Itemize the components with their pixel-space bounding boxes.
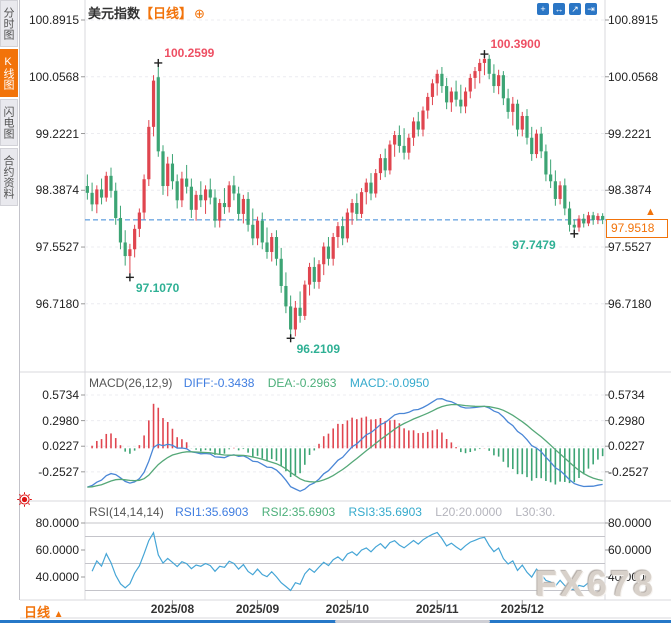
rsi-title[interactable]: RSI(14,14,14) — [89, 505, 164, 519]
main-y-label-right: 100.0568 — [608, 69, 659, 84]
macd-y-label-right: -0.2527 — [608, 464, 649, 479]
macd-y-label-left: -0.2527 — [38, 464, 79, 479]
period-tag: 【日线】 — [140, 6, 193, 21]
footer-period-arrow-icon: ▲ — [53, 609, 64, 620]
fit-scale-icon[interactable]: ↗ — [569, 3, 581, 15]
move-chart-icon[interactable]: + — [537, 3, 549, 15]
main-y-label-right: 99.2221 — [608, 126, 652, 141]
rsi1-value: RSI1:35.6903 — [175, 505, 249, 519]
x-axis-date-label: 2025/11 — [415, 602, 459, 616]
tab-lightning-chart[interactable]: 闪电图 — [0, 99, 18, 146]
macd-y-label-left: 0.2980 — [42, 413, 79, 428]
rsi-y-label-right: 40.0000 — [608, 570, 652, 584]
scrollbar-thumb[interactable] — [335, 620, 490, 623]
price-up-arrow-icon: ▲ — [645, 205, 656, 218]
main-y-label-left: 100.8915 — [28, 13, 79, 27]
price-extreme-label: 100.3900 — [490, 37, 541, 52]
macd-y-label-right: 0.2980 — [608, 413, 645, 428]
rsi-y-label-left: 60.0000 — [35, 543, 79, 557]
macd-y-label-right: 0.0227 — [608, 439, 645, 454]
add-indicator-icon[interactable]: ⊕ — [194, 6, 205, 21]
footer-period-button[interactable]: 日线 ▲ — [24, 602, 64, 621]
x-axis-date-label: 2025/08 — [150, 602, 195, 616]
rsi-l30-value: L30:30. — [515, 505, 556, 519]
macd-y-label-left: 0.0227 — [42, 439, 79, 454]
rsi2-value: RSI2:35.6903 — [261, 505, 336, 519]
main-y-label-left: 98.3874 — [35, 183, 79, 198]
macd-y-label-left: 0.5734 — [42, 388, 79, 402]
chart-title-row: 美元指数【日线】 ⊕ — [88, 3, 205, 22]
main-y-label-left: 97.5527 — [35, 240, 79, 255]
watermark: FX678 — [535, 563, 657, 604]
macd-title[interactable]: MACD(26,12,9) — [89, 376, 173, 390]
x-axis-date-label: 2025/09 — [235, 602, 280, 616]
macd-macd-value: MACD:-0.0950 — [349, 376, 430, 390]
price-extreme-label: 96.2109 — [296, 342, 341, 357]
tab-time-share-chart[interactable]: 分时图 — [0, 0, 18, 47]
rsi-y-label-right: 80.0000 — [608, 516, 652, 530]
rsi3-value: RSI3:35.6903 — [348, 505, 422, 519]
main-y-label-right: 98.3874 — [608, 183, 652, 198]
macd-y-label-right: 0.5734 — [608, 388, 645, 402]
rsi-header: RSI(14,14,14) RSI1:35.6903 RSI2:35.6903 … — [89, 505, 555, 519]
chart-toolbar: + ↔ ↗ ⇥ — [537, 3, 597, 15]
main-y-label-left: 96.7180 — [35, 296, 79, 311]
fit-horizontal-icon[interactable]: ↔ — [553, 3, 565, 15]
macd-diff-value: DIFF:-0.3438 — [183, 376, 255, 390]
main-y-label-left: 100.0568 — [28, 69, 79, 84]
main-y-label-right: 100.8915 — [608, 13, 659, 27]
price-extreme-label: 100.2599 — [164, 45, 215, 60]
main-y-label-right: 96.7180 — [608, 296, 652, 311]
tab-kline-chart[interactable]: K线图 — [0, 49, 18, 97]
rsi-y-label-left: 40.0000 — [35, 570, 79, 584]
rsi-y-label-right: 60.0000 — [608, 543, 652, 557]
price-extreme-label: 97.1070 — [135, 281, 180, 296]
main-y-label-left: 99.2221 — [35, 126, 79, 141]
rsi-l20-value: L20:20.0000 — [435, 505, 502, 519]
rsi-y-label-left: 80.0000 — [35, 516, 79, 530]
footer-period-label: 日线 — [24, 605, 51, 620]
macd-dea-value: DEA:-0.2963 — [267, 376, 337, 390]
x-axis-date-label: 2025/12 — [500, 602, 544, 616]
chart-type-tabstrip: 分时图 K线图 闪电图 合约资料 — [0, 0, 20, 600]
live-indicator-icon[interactable] — [17, 492, 32, 507]
current-price-box: 97.9518 — [606, 218, 668, 238]
goto-latest-icon[interactable]: ⇥ — [585, 3, 597, 15]
main-y-label-right: 97.5527 — [608, 240, 652, 255]
tab-contract-info[interactable]: 合约资料 — [0, 148, 18, 206]
x-axis-date-label: 2025/10 — [325, 602, 370, 616]
macd-header: MACD(26,12,9) DIFF:-0.3438 DEA:-0.2963 M… — [89, 376, 429, 390]
price-extreme-label: 97.7479 — [512, 237, 556, 252]
symbol-title: 美元指数 — [88, 6, 141, 21]
